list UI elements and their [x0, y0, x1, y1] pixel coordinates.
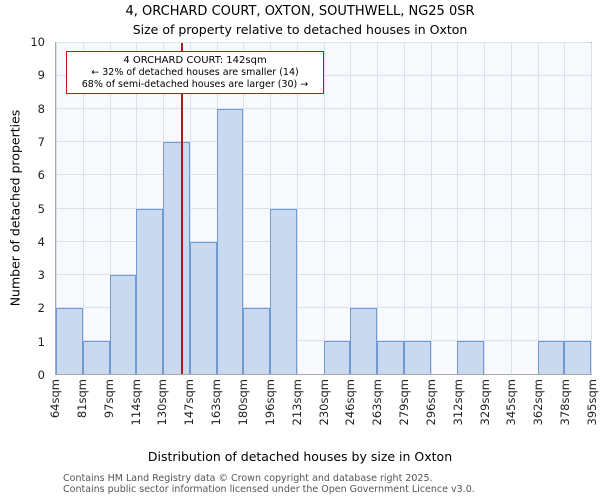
histogram-bar — [243, 307, 270, 374]
x-tick-label: 312sqm — [450, 379, 465, 426]
y-tick-label: 5 — [37, 201, 45, 216]
y-tick-label: 4 — [37, 234, 45, 249]
gridline-vertical — [403, 43, 405, 374]
y-tick-label: 7 — [37, 134, 45, 149]
annotation-property-size: 4 ORCHARD COURT: 142sqm — [123, 55, 267, 66]
gridline-vertical — [377, 43, 378, 374]
y-tick-label: 2 — [37, 301, 45, 316]
gridline-vertical — [537, 43, 539, 374]
gridline-vertical — [56, 43, 57, 374]
annotation-smaller-pct: ← 32% of detached houses are smaller (14… — [91, 67, 299, 78]
gridline-vertical — [564, 43, 566, 374]
gridline-horizontal — [56, 42, 591, 43]
y-tick-label: 1 — [37, 334, 45, 349]
gridline-vertical — [82, 43, 84, 374]
y-tick-label: 8 — [37, 101, 45, 116]
y-tick-label: 10 — [30, 35, 45, 49]
gridline-vertical — [350, 43, 352, 374]
histogram-bar — [216, 109, 244, 374]
gridline-vertical — [296, 43, 298, 374]
x-tick-label: 296sqm — [423, 379, 438, 426]
chart-title: 4, ORCHARD COURT, OXTON, SOUTHWELL, NG25… — [125, 4, 475, 19]
histogram-bar — [403, 340, 431, 374]
gridline-vertical — [430, 43, 432, 374]
x-tick-label: 81sqm — [74, 379, 89, 419]
gridline-vertical — [510, 43, 512, 374]
annotation-larger-pct: 68% of semi-detached houses are larger (… — [81, 78, 309, 90]
x-tick-label: 163sqm — [209, 379, 224, 426]
x-tick-label: 329sqm — [477, 379, 492, 426]
y-tick-label: 9 — [37, 68, 45, 83]
histogram-bar — [564, 340, 591, 374]
x-tick-label: 114sqm — [128, 379, 143, 426]
histogram-bar — [350, 307, 377, 374]
x-tick-label: 362sqm — [531, 379, 546, 426]
gridline-vertical — [457, 43, 459, 374]
gridline-vertical — [189, 43, 191, 374]
plot-area: 4 ORCHARD COURT: 142sqm ← 32% of detache… — [55, 42, 592, 375]
histogram-bar — [457, 340, 484, 374]
footer-line2: Contains public sector information licen… — [63, 484, 475, 495]
x-tick-label: 378sqm — [558, 379, 573, 426]
annotation-box: 4 ORCHARD COURT: 142sqm ← 32% of detache… — [66, 51, 324, 94]
x-tick-label: 345sqm — [504, 379, 519, 426]
x-tick-label: 97sqm — [101, 379, 116, 419]
y-tick-label: 6 — [37, 168, 45, 183]
histogram-bar — [377, 340, 404, 374]
x-tick-label: 246sqm — [343, 379, 358, 426]
x-tick-label: 263sqm — [370, 379, 385, 426]
chart-subtitle: Size of property relative to detached ho… — [132, 22, 468, 37]
histogram-bar — [163, 142, 190, 374]
histogram-bar — [82, 340, 110, 374]
histogram-bar — [109, 274, 137, 374]
gridline-vertical — [323, 43, 325, 374]
x-tick-label: 395sqm — [585, 379, 599, 426]
histogram-bar — [189, 241, 217, 374]
gridline-vertical — [243, 43, 245, 374]
y-axis-tick-labels: 0 1 2 3 4 5 6 7 8 9 10 — [0, 35, 50, 382]
x-tick-label: 130sqm — [155, 379, 170, 426]
x-axis-tick-labels: 64sqm 81sqm 97sqm 114sqm 130sqm 147sqm 163sqm 1… — [48, 379, 599, 459]
histogram-bar — [537, 340, 565, 374]
gridline-vertical — [591, 43, 592, 374]
x-axis-title: Distribution of detached houses by size … — [147, 449, 453, 464]
x-tick-label: 147sqm — [182, 379, 197, 426]
x-tick-label: 180sqm — [235, 379, 250, 426]
histogram-bar — [136, 208, 163, 374]
property-size-marker-line — [181, 43, 184, 374]
x-tick-label: 279sqm — [397, 379, 412, 426]
gridline-vertical — [109, 43, 111, 374]
attribution-footer: Contains HM Land Registry data © Crown c… — [63, 473, 475, 495]
x-tick-label: 196sqm — [262, 379, 277, 426]
x-tick-label: 213sqm — [289, 379, 304, 426]
histogram-bar — [56, 307, 83, 374]
y-tick-label: 0 — [37, 368, 45, 382]
footer-line1: Contains HM Land Registry data © Crown c… — [63, 473, 433, 484]
histogram-bar — [323, 340, 351, 374]
histogram-bar — [270, 208, 297, 374]
x-tick-label: 230sqm — [316, 379, 331, 426]
y-tick-label: 3 — [37, 268, 45, 283]
gridline-vertical — [484, 43, 485, 374]
x-tick-label: 64sqm — [48, 379, 62, 419]
